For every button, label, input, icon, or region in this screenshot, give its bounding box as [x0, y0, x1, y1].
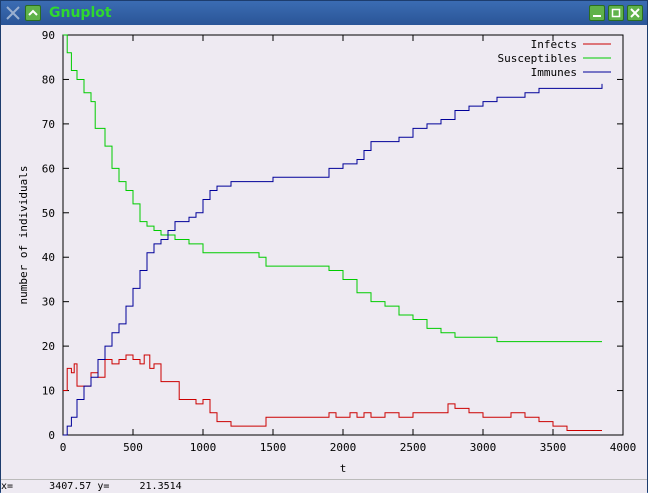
minimize-icon	[593, 15, 601, 17]
legend-label-infects: Infects	[531, 38, 577, 51]
x-axis-label: t	[340, 462, 347, 475]
maximize-icon	[611, 8, 621, 18]
status-y-label: y=	[97, 481, 110, 492]
close-button[interactable]	[627, 5, 643, 21]
plot-area[interactable]: 0 500 1000 1500 2000 2500 3000 3500 4000 0 10 20 30 4…	[1, 25, 647, 481]
y-axis-label: number of individuals	[17, 165, 30, 304]
legend-label-susceptibles: Susceptibles	[498, 52, 577, 65]
y-tick-label: 30	[42, 296, 55, 309]
titlebar[interactable]: Gnuplot	[1, 1, 647, 25]
x-tick-label: 1500	[260, 441, 287, 454]
y-tick-label: 90	[42, 29, 55, 42]
status-bar: x= 3407.57 y= 21.3514	[1, 479, 647, 493]
y-tick-label: 20	[42, 340, 55, 353]
y-tick-label: 0	[48, 429, 55, 442]
close-icon	[630, 8, 640, 18]
legend-label-immunes: Immunes	[531, 66, 577, 79]
x-tick-label: 2500	[400, 441, 427, 454]
x-tick-label: 0	[60, 441, 67, 454]
minimize-button[interactable]	[589, 5, 605, 21]
status-x-value: 3407.57	[49, 481, 92, 492]
series-line-infects	[63, 354, 602, 432]
series-line-immunes	[63, 83, 603, 436]
maximize-button[interactable]	[608, 5, 624, 21]
x-tick-label: 500	[123, 441, 143, 454]
window-title: Gnuplot	[49, 5, 112, 21]
y-tick-label: 80	[42, 73, 55, 86]
shade-button[interactable]	[25, 5, 41, 21]
x-tick-label: 4000	[610, 441, 637, 454]
x-tick-label: 3000	[470, 441, 497, 454]
x-tick-label: 1000	[190, 441, 217, 454]
status-x-label: x=	[1, 481, 14, 492]
status-y-value: 21.3514	[139, 481, 182, 492]
plot-frame	[62, 34, 624, 436]
y-tick-label: 60	[42, 162, 55, 175]
chart[interactable]: 0 500 1000 1500 2000 2500 3000 3500 4000 0 10 20 30 4…	[1, 25, 647, 481]
x-tick-label: 3500	[540, 441, 567, 454]
y-tick-label: 70	[42, 118, 55, 131]
chevron-up-icon	[28, 9, 38, 16]
window-menu-icon[interactable]	[5, 5, 21, 21]
series-line-susceptibles	[63, 34, 602, 343]
x-tick-label: 2000	[330, 441, 357, 454]
y-tick-label: 50	[42, 207, 55, 220]
y-tick-label: 10	[42, 385, 55, 398]
y-tick-label: 40	[42, 251, 55, 264]
